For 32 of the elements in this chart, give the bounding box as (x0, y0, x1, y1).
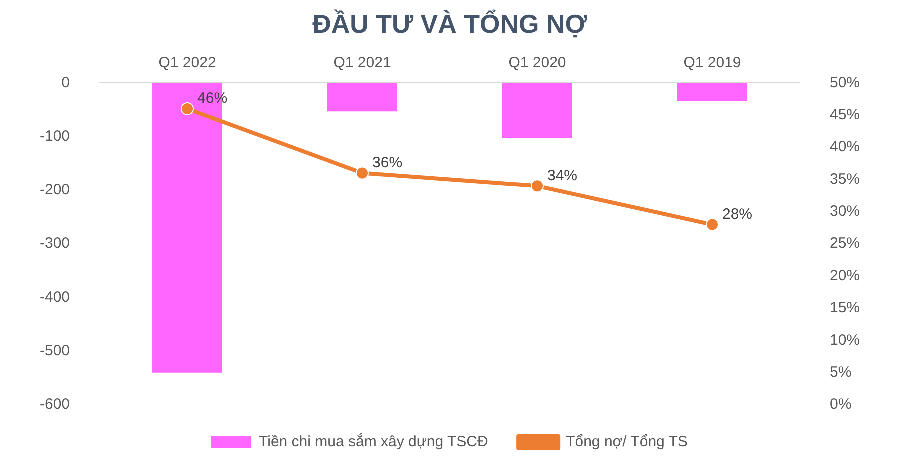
x-tick-label: Q1 2021 (334, 54, 392, 72)
y2-tick-label: 35% (830, 170, 860, 188)
y2-tick-label: 20% (830, 267, 860, 284)
x-tick-label: Q1 2020 (508, 54, 566, 72)
point (530, 180, 544, 193)
y-tick-label: -300 (40, 235, 70, 252)
x-tick-label: Q1 2022 (158, 54, 216, 72)
point (706, 218, 719, 232)
y-tick-label: -400 (40, 288, 70, 306)
y-tick-label: -200 (40, 182, 70, 199)
y2-tick-label: 0% (830, 396, 852, 414)
chart-title: ĐẦU TƯ VÀ TỔNG NỢ (312, 8, 588, 39)
legend-label: Tổng nợ/ Tổng TS (566, 434, 688, 451)
data-label: 28% (722, 206, 753, 223)
y2-tick-label: 40% (830, 138, 860, 156)
y2-tick-label: 25% (830, 235, 860, 252)
y-tick-label: -100 (40, 128, 70, 145)
y2-tick-label: 50% (830, 74, 860, 92)
y2-tick-label: 15% (830, 300, 860, 317)
legend-label: Tiền chi mua sắm xây dựng TSCĐ (259, 432, 488, 451)
y-tick-label: -500 (40, 342, 70, 360)
y2-tick-label: 10% (830, 332, 860, 349)
y-tick-label: 0 (62, 74, 70, 92)
point (181, 102, 194, 116)
data-label: 36% (372, 154, 403, 172)
point (356, 166, 370, 180)
y2-tick-label: 45% (830, 106, 860, 124)
y2-tick-label: 5% (830, 364, 852, 381)
y-tick-label: -600 (40, 396, 70, 414)
data-label: 34% (547, 167, 578, 184)
y2-tick-label: 30% (830, 203, 860, 220)
x-tick-label: Q1 2019 (684, 54, 742, 72)
